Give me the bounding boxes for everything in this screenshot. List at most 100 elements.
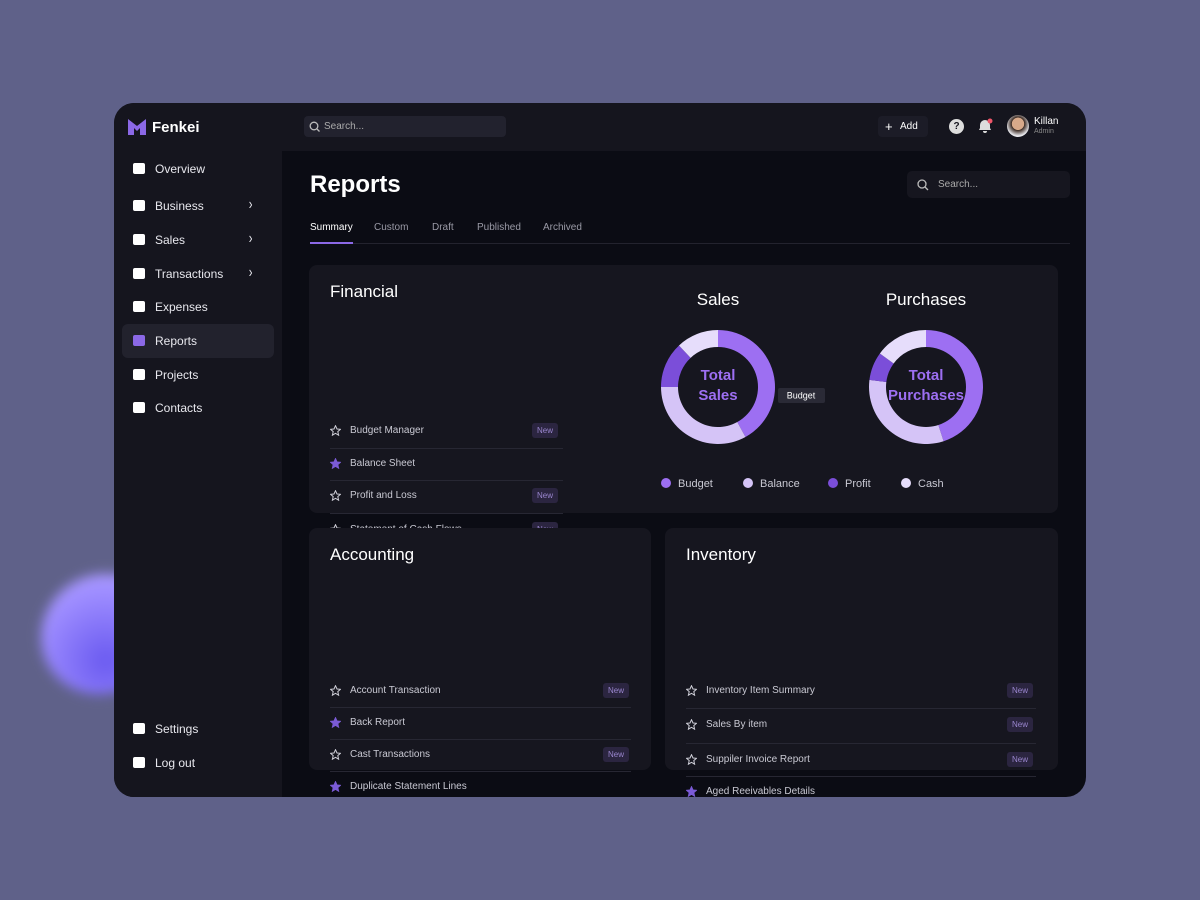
avatar[interactable] xyxy=(1007,115,1029,137)
star-filled[interactable] xyxy=(330,717,341,728)
user-name: Killan xyxy=(1034,116,1059,127)
nav-icon xyxy=(133,268,145,279)
row-divider xyxy=(686,742,1036,744)
tab[interactable]: Custom xyxy=(374,222,409,233)
donut-segment xyxy=(661,387,746,444)
tab[interactable]: Published xyxy=(477,222,521,233)
nav-icon xyxy=(133,757,145,768)
report-link[interactable]: Inventory Item Summary xyxy=(706,685,815,696)
star-outline[interactable] xyxy=(686,685,697,696)
help-icon[interactable]: ? xyxy=(949,119,964,134)
new-badge: New xyxy=(1007,752,1034,767)
donut-center-label: Total xyxy=(909,367,944,384)
nav-icon xyxy=(133,301,145,312)
nav-item[interactable]: Projects xyxy=(155,368,199,382)
star-filled[interactable] xyxy=(330,781,341,792)
search-box[interactable]: Search... xyxy=(304,116,506,137)
report-link[interactable]: Balance Sheet xyxy=(350,458,416,469)
report-link[interactable]: Profit and Loss xyxy=(350,490,417,501)
accounting-card: Accounting Account Transaction New Back Rep… xyxy=(309,528,651,792)
legend-dot xyxy=(828,478,838,488)
nav-icon xyxy=(133,402,145,413)
search-placeholder: Search... xyxy=(324,121,365,132)
nav-icon xyxy=(133,234,145,245)
nav-item[interactable]: Transactions xyxy=(155,267,224,281)
nav-item[interactable]: Overview xyxy=(155,162,206,176)
donut-center-label: Purchases xyxy=(888,387,964,404)
nav-item[interactable]: Settings xyxy=(155,722,199,736)
nav-icon xyxy=(133,200,145,211)
donut-segment xyxy=(869,379,944,444)
report-link[interactable]: Sales By item xyxy=(706,719,768,730)
report-link[interactable]: Account Transaction xyxy=(350,685,441,696)
star-filled[interactable] xyxy=(330,458,341,469)
tab-underline xyxy=(310,242,353,244)
star-outline[interactable] xyxy=(330,749,341,760)
tooltip-bg xyxy=(778,388,825,403)
new-badge: New xyxy=(1007,717,1034,732)
card-title: Accounting xyxy=(330,545,415,564)
nav-item[interactable]: Contacts xyxy=(155,401,203,415)
logo xyxy=(128,119,146,135)
legend-label: Budget xyxy=(678,478,713,490)
report-link[interactable]: Cast Transactions xyxy=(350,749,431,760)
chevron: › xyxy=(248,264,253,281)
nav-item[interactable]: Sales xyxy=(155,233,186,247)
legend-dot xyxy=(661,478,671,488)
nav-item[interactable]: Log out xyxy=(155,756,196,770)
charts: Sales Total Sales Purchases Total Purchases Bu… xyxy=(661,290,983,490)
brand: Fenkei xyxy=(152,119,200,136)
chart-title: Sales xyxy=(697,290,740,309)
donut-segment xyxy=(879,330,926,364)
nav-item[interactable]: Expenses xyxy=(155,300,208,314)
report-link[interactable]: Duplicate Statement Lines xyxy=(350,781,467,792)
chevron: › xyxy=(248,196,253,213)
star-outline[interactable] xyxy=(330,685,341,696)
nav-icon xyxy=(133,163,145,174)
nav-icon xyxy=(133,369,145,380)
report-link[interactable]: Budget Manager xyxy=(350,425,424,436)
donut-segment xyxy=(678,330,718,358)
add-button[interactable]: + Add xyxy=(878,116,928,137)
chevron: › xyxy=(248,230,253,247)
star-outline[interactable] xyxy=(686,754,697,765)
report-link[interactable]: Aged Reeivables Details xyxy=(706,786,815,797)
row-divider xyxy=(330,447,563,449)
new-badge: New xyxy=(1007,683,1034,698)
row-divider xyxy=(330,771,631,772)
user-role: Admin xyxy=(1034,128,1054,135)
legend-label: Cash xyxy=(918,478,944,490)
report-link[interactable]: Suppiler Invoice Report xyxy=(706,754,810,765)
nav-item[interactable]: Business xyxy=(155,199,204,213)
report-link[interactable]: Back Report xyxy=(350,717,406,728)
tab[interactable]: Draft xyxy=(432,222,454,233)
star-outline[interactable] xyxy=(686,719,697,730)
new-badge: New xyxy=(603,747,630,762)
star-outline[interactable] xyxy=(330,425,341,436)
donut-segment xyxy=(661,345,691,387)
card-title: Financial xyxy=(330,282,399,301)
financial-card: Financial Budget Manager New Balance Sheet P… xyxy=(309,265,1058,598)
donut-segment xyxy=(926,330,983,442)
star-filled[interactable] xyxy=(686,786,697,797)
inventory-card: Inventory Inventory Item Summary New Sales … xyxy=(665,528,1058,797)
search-placeholder: Search... xyxy=(938,179,979,190)
bell-icon[interactable] xyxy=(977,118,993,135)
tab-divider xyxy=(310,243,1070,244)
tooltip: Budget xyxy=(787,390,816,400)
row-divider xyxy=(330,739,631,740)
row-divider xyxy=(330,513,563,514)
app-window: Fenkei Overview Business › Sales › Transactio… xyxy=(114,103,1086,797)
nav-icon xyxy=(133,723,145,734)
tab[interactable]: Summary xyxy=(310,222,353,233)
row-divider xyxy=(686,708,1036,709)
legend-dot xyxy=(743,478,753,488)
page-search[interactable]: Search... xyxy=(907,171,1070,198)
donut-segment xyxy=(718,330,775,437)
tab[interactable]: Archived xyxy=(543,222,582,233)
donut-center-label: Sales xyxy=(698,387,737,404)
nav-item[interactable]: Reports xyxy=(155,334,198,348)
add-label: Add xyxy=(900,121,918,132)
star-outline[interactable] xyxy=(330,490,341,501)
